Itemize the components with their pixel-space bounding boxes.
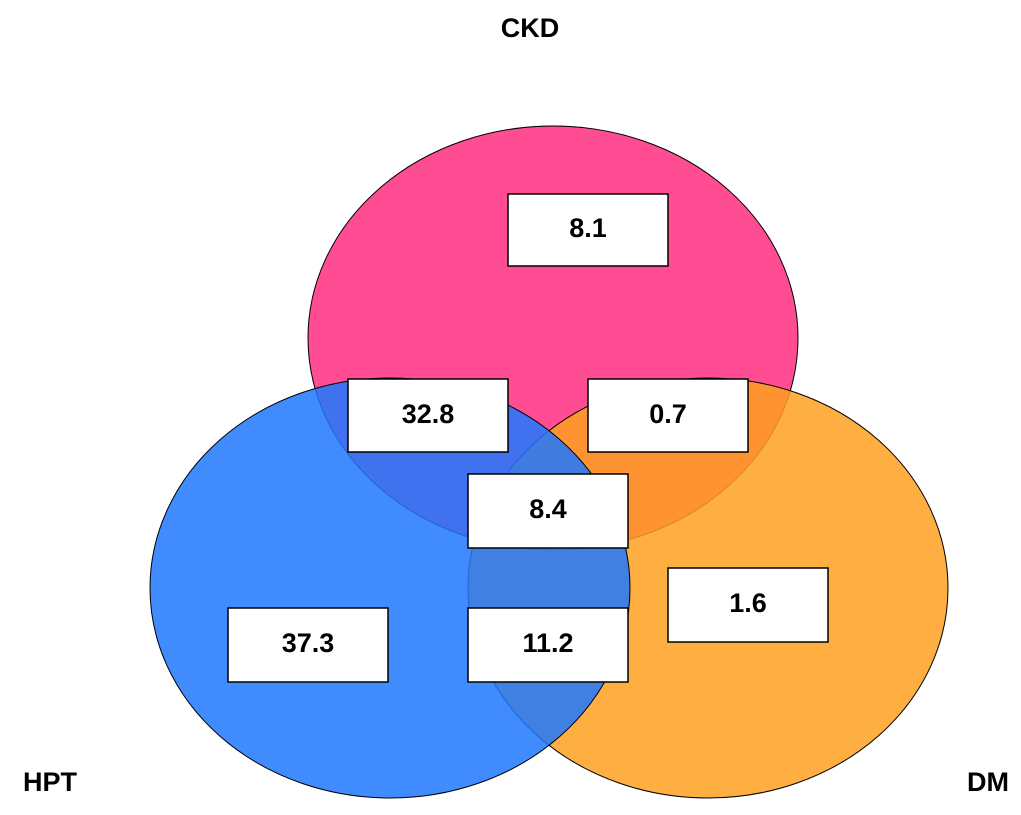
region-value: 37.3 bbox=[282, 628, 335, 658]
set-label: DM bbox=[967, 767, 1009, 797]
region-box: 8.1 bbox=[507, 193, 669, 267]
region-value: 8.1 bbox=[569, 213, 607, 243]
region-value: 0.7 bbox=[649, 399, 687, 429]
region-box: 37.3 bbox=[227, 607, 389, 683]
region-value: 1.6 bbox=[729, 588, 767, 618]
region-value: 11.2 bbox=[522, 628, 573, 658]
region-box: 32.8 bbox=[347, 378, 509, 453]
set-label: HPT bbox=[23, 767, 78, 797]
region-value: 32.8 bbox=[402, 399, 455, 429]
region-box: 0.7 bbox=[587, 378, 749, 453]
region-box: 11.2 bbox=[467, 607, 629, 683]
region-box: 8.4 bbox=[467, 473, 629, 549]
region-value: 8.4 bbox=[529, 494, 567, 524]
region-box: 1.6 bbox=[667, 567, 829, 643]
set-label: CKD bbox=[501, 13, 560, 43]
